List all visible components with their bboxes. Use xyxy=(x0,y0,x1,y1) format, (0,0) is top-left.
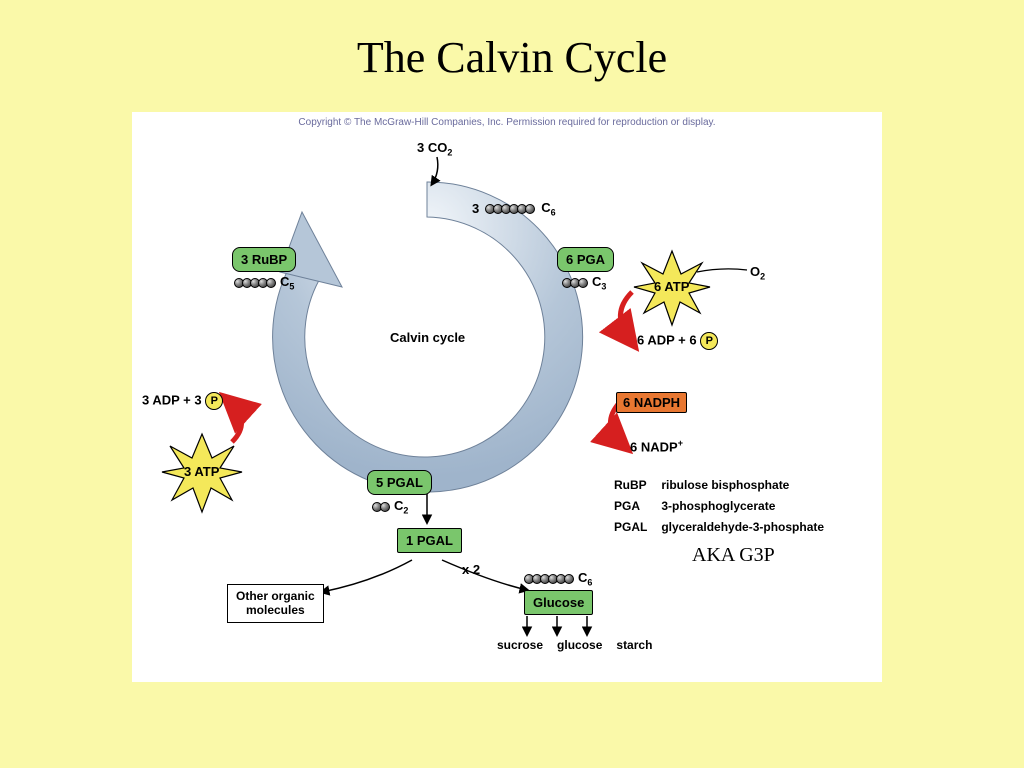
aka-label: AKA G3P xyxy=(692,544,775,567)
pgal1-box: 1 PGAL xyxy=(397,528,462,553)
organic-arrow xyxy=(322,560,412,592)
product-glucose: glucose xyxy=(557,638,602,652)
atp-3-label: 3 ATP xyxy=(184,464,219,479)
o2-line xyxy=(697,269,747,272)
co2-arrow xyxy=(432,157,438,184)
diagram-frame: Copyright © The McGraw-Hill Companies, I… xyxy=(132,112,882,682)
product-sucrose: sucrose xyxy=(497,638,543,652)
phosphate-icon: P xyxy=(700,332,718,350)
o2-label: O2 xyxy=(750,264,765,282)
adp-3-label: 3 ADP + 3 P xyxy=(142,392,223,410)
rubp-box: 3 RuBP xyxy=(232,247,296,272)
atp-right-arrow xyxy=(620,292,632,340)
rubp-carbons: C5 xyxy=(234,274,294,292)
phosphate-icon: P xyxy=(205,392,223,410)
pga-carbons: C3 xyxy=(562,274,606,292)
legend-row-pgal: PGALglyceraldehyde-3-phosphate xyxy=(614,518,836,537)
glucose-arrow xyxy=(442,560,527,590)
c6-top-carbons: 3 C6 xyxy=(472,200,556,218)
other-organic-box: Other organic molecules xyxy=(227,584,324,623)
center-label: Calvin cycle xyxy=(390,330,465,345)
co2-label: 3 CO2 xyxy=(417,140,452,158)
legend-row-pga: PGA3-phosphoglycerate xyxy=(614,497,836,516)
other-organic-line1: Other organic xyxy=(236,589,315,603)
glucose-box: Glucose xyxy=(524,590,593,615)
atp-left-arrow xyxy=(230,402,242,442)
atp-6-label: 6 ATP xyxy=(654,279,689,294)
pga-box: 6 PGA xyxy=(557,247,614,272)
adp-6-label: 6 ADP + 6 P xyxy=(637,332,718,350)
nadp-out-label: 6 NADP+ xyxy=(630,438,683,454)
other-organic-line2: molecules xyxy=(246,603,305,617)
legend: RuBPribulose bisphosphate PGA3-phosphogl… xyxy=(612,474,838,540)
nadph-box: 6 NADPH xyxy=(616,392,687,413)
product-starch: starch xyxy=(616,638,652,652)
pgal5-box: 5 PGAL xyxy=(367,470,432,495)
page-title: The Calvin Cycle xyxy=(0,0,1024,83)
bottom-products: sucrose glucose starch xyxy=(497,638,652,652)
x2-label: x 2 xyxy=(462,562,480,577)
glucose-carbons: C6 xyxy=(524,570,592,588)
legend-row-rubp: RuBPribulose bisphosphate xyxy=(614,476,836,495)
pgal5-carbons: C2 xyxy=(372,498,408,516)
